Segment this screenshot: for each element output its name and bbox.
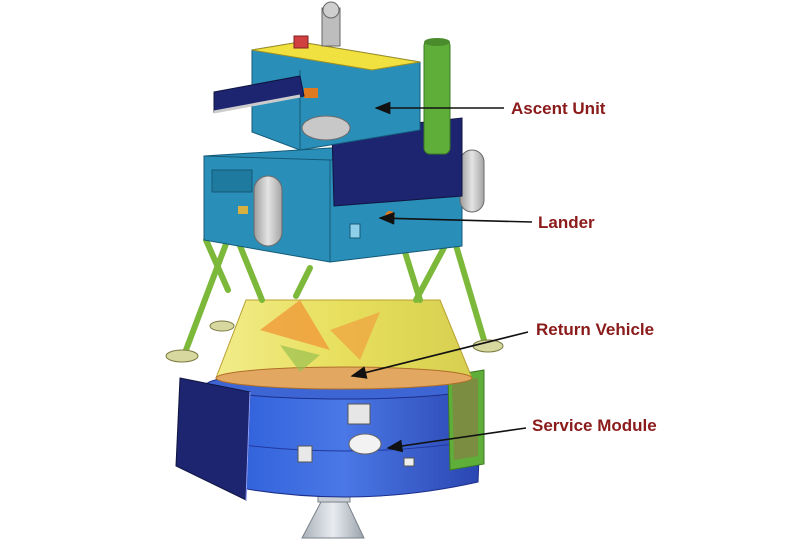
ascent-unit <box>213 1 421 151</box>
service-module-arrow <box>386 427 527 453</box>
fuel-tank-left <box>253 175 283 247</box>
footpads <box>165 320 504 363</box>
return-vehicle-label: Return Vehicle <box>536 320 655 339</box>
solar-panel-left <box>175 377 251 501</box>
fuel-tank-right <box>459 149 485 213</box>
return-vehicle-arrow <box>350 331 529 379</box>
lander-arrow <box>378 211 533 225</box>
service-module-label: Service Module <box>532 416 657 435</box>
engine-nozzle <box>301 491 365 539</box>
lander-label: Lander <box>538 213 595 232</box>
ascent-unit-label: Ascent Unit <box>511 99 606 118</box>
solar-panel-right <box>447 369 485 471</box>
return-vehicle <box>215 299 473 390</box>
antenna-tube <box>423 38 451 155</box>
